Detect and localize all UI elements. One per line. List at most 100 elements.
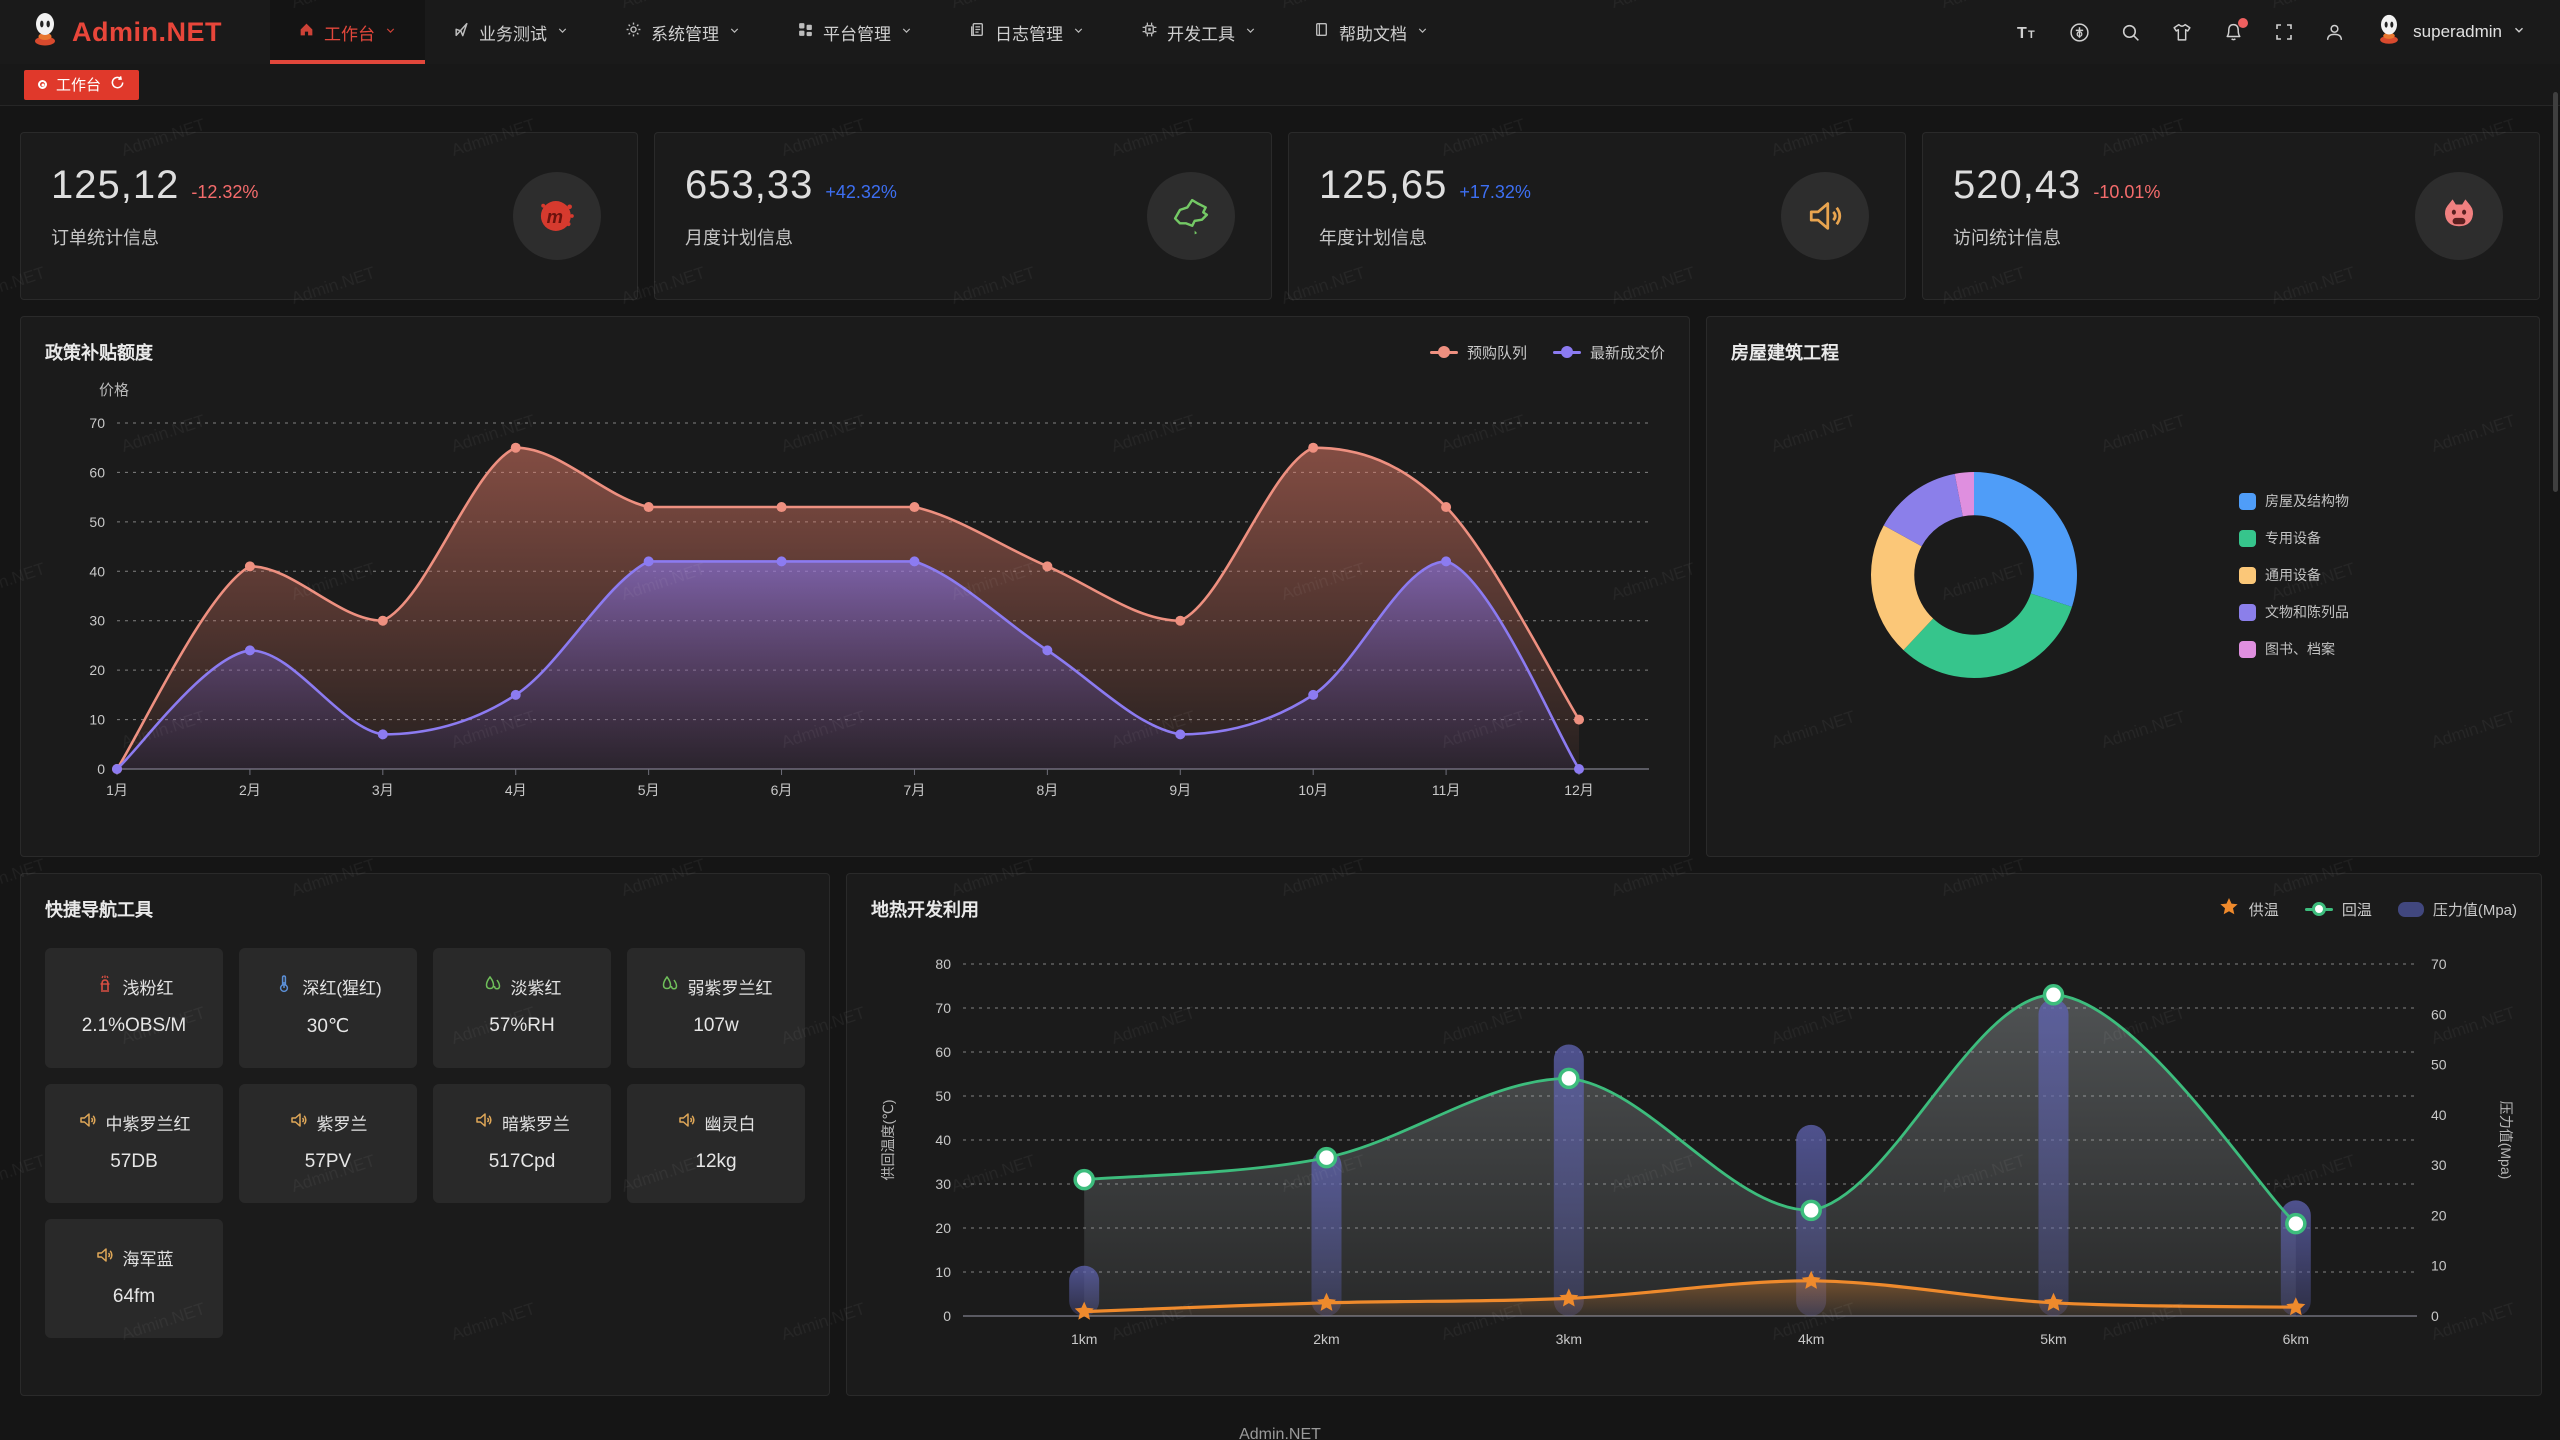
audio-icon xyxy=(474,1110,494,1135)
quick-nav-button-5[interactable]: 紫罗兰 57PV xyxy=(239,1084,417,1203)
tab-workbench[interactable]: 工作台 xyxy=(24,69,140,100)
mascot-logo-icon xyxy=(30,12,60,53)
stat-cards-row: 125,12 -12.32% 订单统计信息 m 653,33 +42.32% 月度计划信息 1… xyxy=(20,132,2540,300)
legend-bar-swatch xyxy=(2397,901,2424,917)
quick-nav-button-1[interactable]: 深红(猩红) 30℃ xyxy=(239,948,417,1068)
svg-text:6km: 6km xyxy=(2283,1331,2309,1347)
svg-text:40: 40 xyxy=(935,1132,951,1148)
quick-nav-button-8[interactable]: 海军蓝 64fm xyxy=(45,1219,223,1338)
svg-text:1月: 1月 xyxy=(106,782,128,798)
splat-m-icon: m xyxy=(513,172,601,260)
quick-nav-button-6[interactable]: 暗紫罗兰 517Cpd xyxy=(433,1084,611,1203)
stat-card-2: 125,65 +17.32% 年度计划信息 xyxy=(1288,132,1906,300)
svg-text:6月: 6月 xyxy=(771,782,793,798)
geo-legend-item-2[interactable]: 压力值(Mpa) xyxy=(2397,899,2517,920)
quick-nav-label: 紫罗兰 xyxy=(316,1115,368,1134)
policy-subsidy-card: 政策补贴额度 预购队列 最新成交价 价格 0 10 20 30 40 50 60 70 1月 2月 3月… xyxy=(20,316,1690,857)
notification-badge xyxy=(2238,17,2249,28)
svg-text:20: 20 xyxy=(935,1220,951,1236)
chevron-down-icon xyxy=(556,22,569,42)
housing-construction-title: 房屋建筑工程 xyxy=(1731,343,1839,363)
language-icon[interactable] xyxy=(2069,22,2090,43)
refresh-icon[interactable] xyxy=(110,75,125,94)
svg-text:30: 30 xyxy=(89,613,105,629)
svg-text:10: 10 xyxy=(89,712,105,728)
menu-item-label: 日志管理 xyxy=(995,24,1063,44)
legend-item-1[interactable]: 最新成交价 xyxy=(1552,342,1665,363)
donut-legend-item-1[interactable]: 专用设备 xyxy=(2239,528,2349,548)
search-icon[interactable] xyxy=(2120,22,2141,43)
quick-nav-button-4[interactable]: 中紫罗兰红 57DB xyxy=(45,1084,223,1203)
svg-text:20: 20 xyxy=(89,662,105,678)
legend-item-0[interactable]: 预购队列 xyxy=(1429,342,1527,363)
menu-item-0[interactable]: 工作台 xyxy=(270,0,425,64)
profile-icon[interactable] xyxy=(2324,22,2345,43)
quick-nav-button-2[interactable]: 淡紫红 57%RH xyxy=(433,948,611,1068)
notification-icon[interactable] xyxy=(2223,17,2249,43)
hydrant-icon xyxy=(95,974,115,999)
stat-delta: +17.32% xyxy=(1459,182,1531,202)
geo-legend-item-0[interactable]: 供温 xyxy=(2218,897,2279,921)
theme-icon[interactable] xyxy=(2171,22,2193,43)
quick-nav-value: 517Cpd xyxy=(488,1151,556,1172)
legend-label: 供温 xyxy=(2248,901,2279,919)
scrollbar-thumb[interactable] xyxy=(2553,92,2558,492)
send-icon xyxy=(453,21,470,43)
chevron-down-icon xyxy=(728,22,741,42)
svg-text:30: 30 xyxy=(2431,1157,2447,1173)
legend-label: 房屋及结构物 xyxy=(2265,493,2349,509)
svg-text:供回温度(℃): 供回温度(℃) xyxy=(880,1099,896,1180)
menu-item-2[interactable]: 系统管理 xyxy=(597,0,769,64)
audio-icon xyxy=(78,1110,98,1135)
quick-nav-value: 30℃ xyxy=(306,1016,350,1037)
donut-legend-item-4[interactable]: 图书、档案 xyxy=(2239,639,2349,659)
svg-text:40: 40 xyxy=(2431,1107,2447,1123)
stat-card-3: 520,43 -10.01% 访问统计信息 xyxy=(1922,132,2540,300)
svg-text:60: 60 xyxy=(2431,1006,2447,1022)
geo-legend-item-1[interactable]: 回温 xyxy=(2304,899,2372,920)
svg-text:m: m xyxy=(547,206,563,227)
svg-text:70: 70 xyxy=(89,415,105,431)
menu-item-1[interactable]: 业务测试 xyxy=(425,0,597,64)
fullscreen-icon[interactable] xyxy=(2274,22,2294,42)
svg-text:50: 50 xyxy=(89,514,105,530)
svg-text:70: 70 xyxy=(935,1000,951,1016)
bottom-row: 快捷导航工具 浅粉红 2.1%OBS/M 深红(猩红) 30℃ 淡紫红 57%RH 弱紫罗兰… xyxy=(20,873,2542,1396)
page-content: 125,12 -12.32% 订单统计信息 m 653,33 +42.32% 月度计划信息 1… xyxy=(0,106,2560,1440)
legend-swatch xyxy=(2239,492,2256,510)
quick-nav-button-0[interactable]: 浅粉红 2.1%OBS/M xyxy=(45,948,223,1068)
quick-nav-grid: 浅粉红 2.1%OBS/M 深红(猩红) 30℃ 淡紫红 57%RH 弱紫罗兰红 107w 中紫… xyxy=(45,948,805,1338)
svg-text:7月: 7月 xyxy=(904,782,926,798)
app-logo[interactable]: Admin.NET xyxy=(0,0,270,64)
avatar xyxy=(2375,14,2403,51)
menu-item-4[interactable]: 日志管理 xyxy=(941,0,1113,64)
user-menu[interactable]: superadmin xyxy=(2375,14,2526,51)
speaker-icon xyxy=(1781,172,1869,260)
menu-item-6[interactable]: 帮助文档 xyxy=(1285,0,1457,64)
chevron-down-icon xyxy=(1416,22,1429,42)
quick-nav-button-7[interactable]: 幽灵白 12kg xyxy=(627,1084,805,1203)
donut-legend-item-2[interactable]: 通用设备 xyxy=(2239,565,2349,585)
donut-legend-item-3[interactable]: 文物和陈列品 xyxy=(2239,602,2349,622)
quick-nav-value: 57%RH xyxy=(489,1015,555,1036)
quick-nav-value: 64fm xyxy=(112,1286,156,1307)
geothermal-title: 地热开发利用 xyxy=(871,900,979,920)
tab-bar: 工作台 xyxy=(0,64,2560,106)
menu-item-label: 平台管理 xyxy=(823,24,891,44)
policy-subsidy-chart: 价格 0 10 20 30 40 50 60 70 1月 2月 3月 4月 5月 6月 7月 8月 9月 10月 11… xyxy=(89,382,1649,798)
stat-card-0: 125,12 -12.32% 订单统计信息 m xyxy=(20,132,638,300)
grid-icon xyxy=(797,21,814,43)
stat-delta: -12.32% xyxy=(191,182,259,202)
quick-nav-button-3[interactable]: 弱紫罗兰红 107w xyxy=(627,948,805,1068)
book-icon xyxy=(1313,21,1330,43)
menu-item-3[interactable]: 平台管理 xyxy=(769,0,941,64)
username: superadmin xyxy=(2413,22,2502,41)
donut-legend-item-0[interactable]: 房屋及结构物 xyxy=(2239,491,2349,511)
menu-item-label: 业务测试 xyxy=(479,24,547,44)
chevron-down-icon xyxy=(900,22,913,42)
svg-text:0: 0 xyxy=(943,1308,951,1324)
svg-text:10月: 10月 xyxy=(1298,782,1328,798)
stat-label: 年度计划信息 xyxy=(1319,228,1427,248)
menu-item-5[interactable]: 开发工具 xyxy=(1113,0,1285,64)
